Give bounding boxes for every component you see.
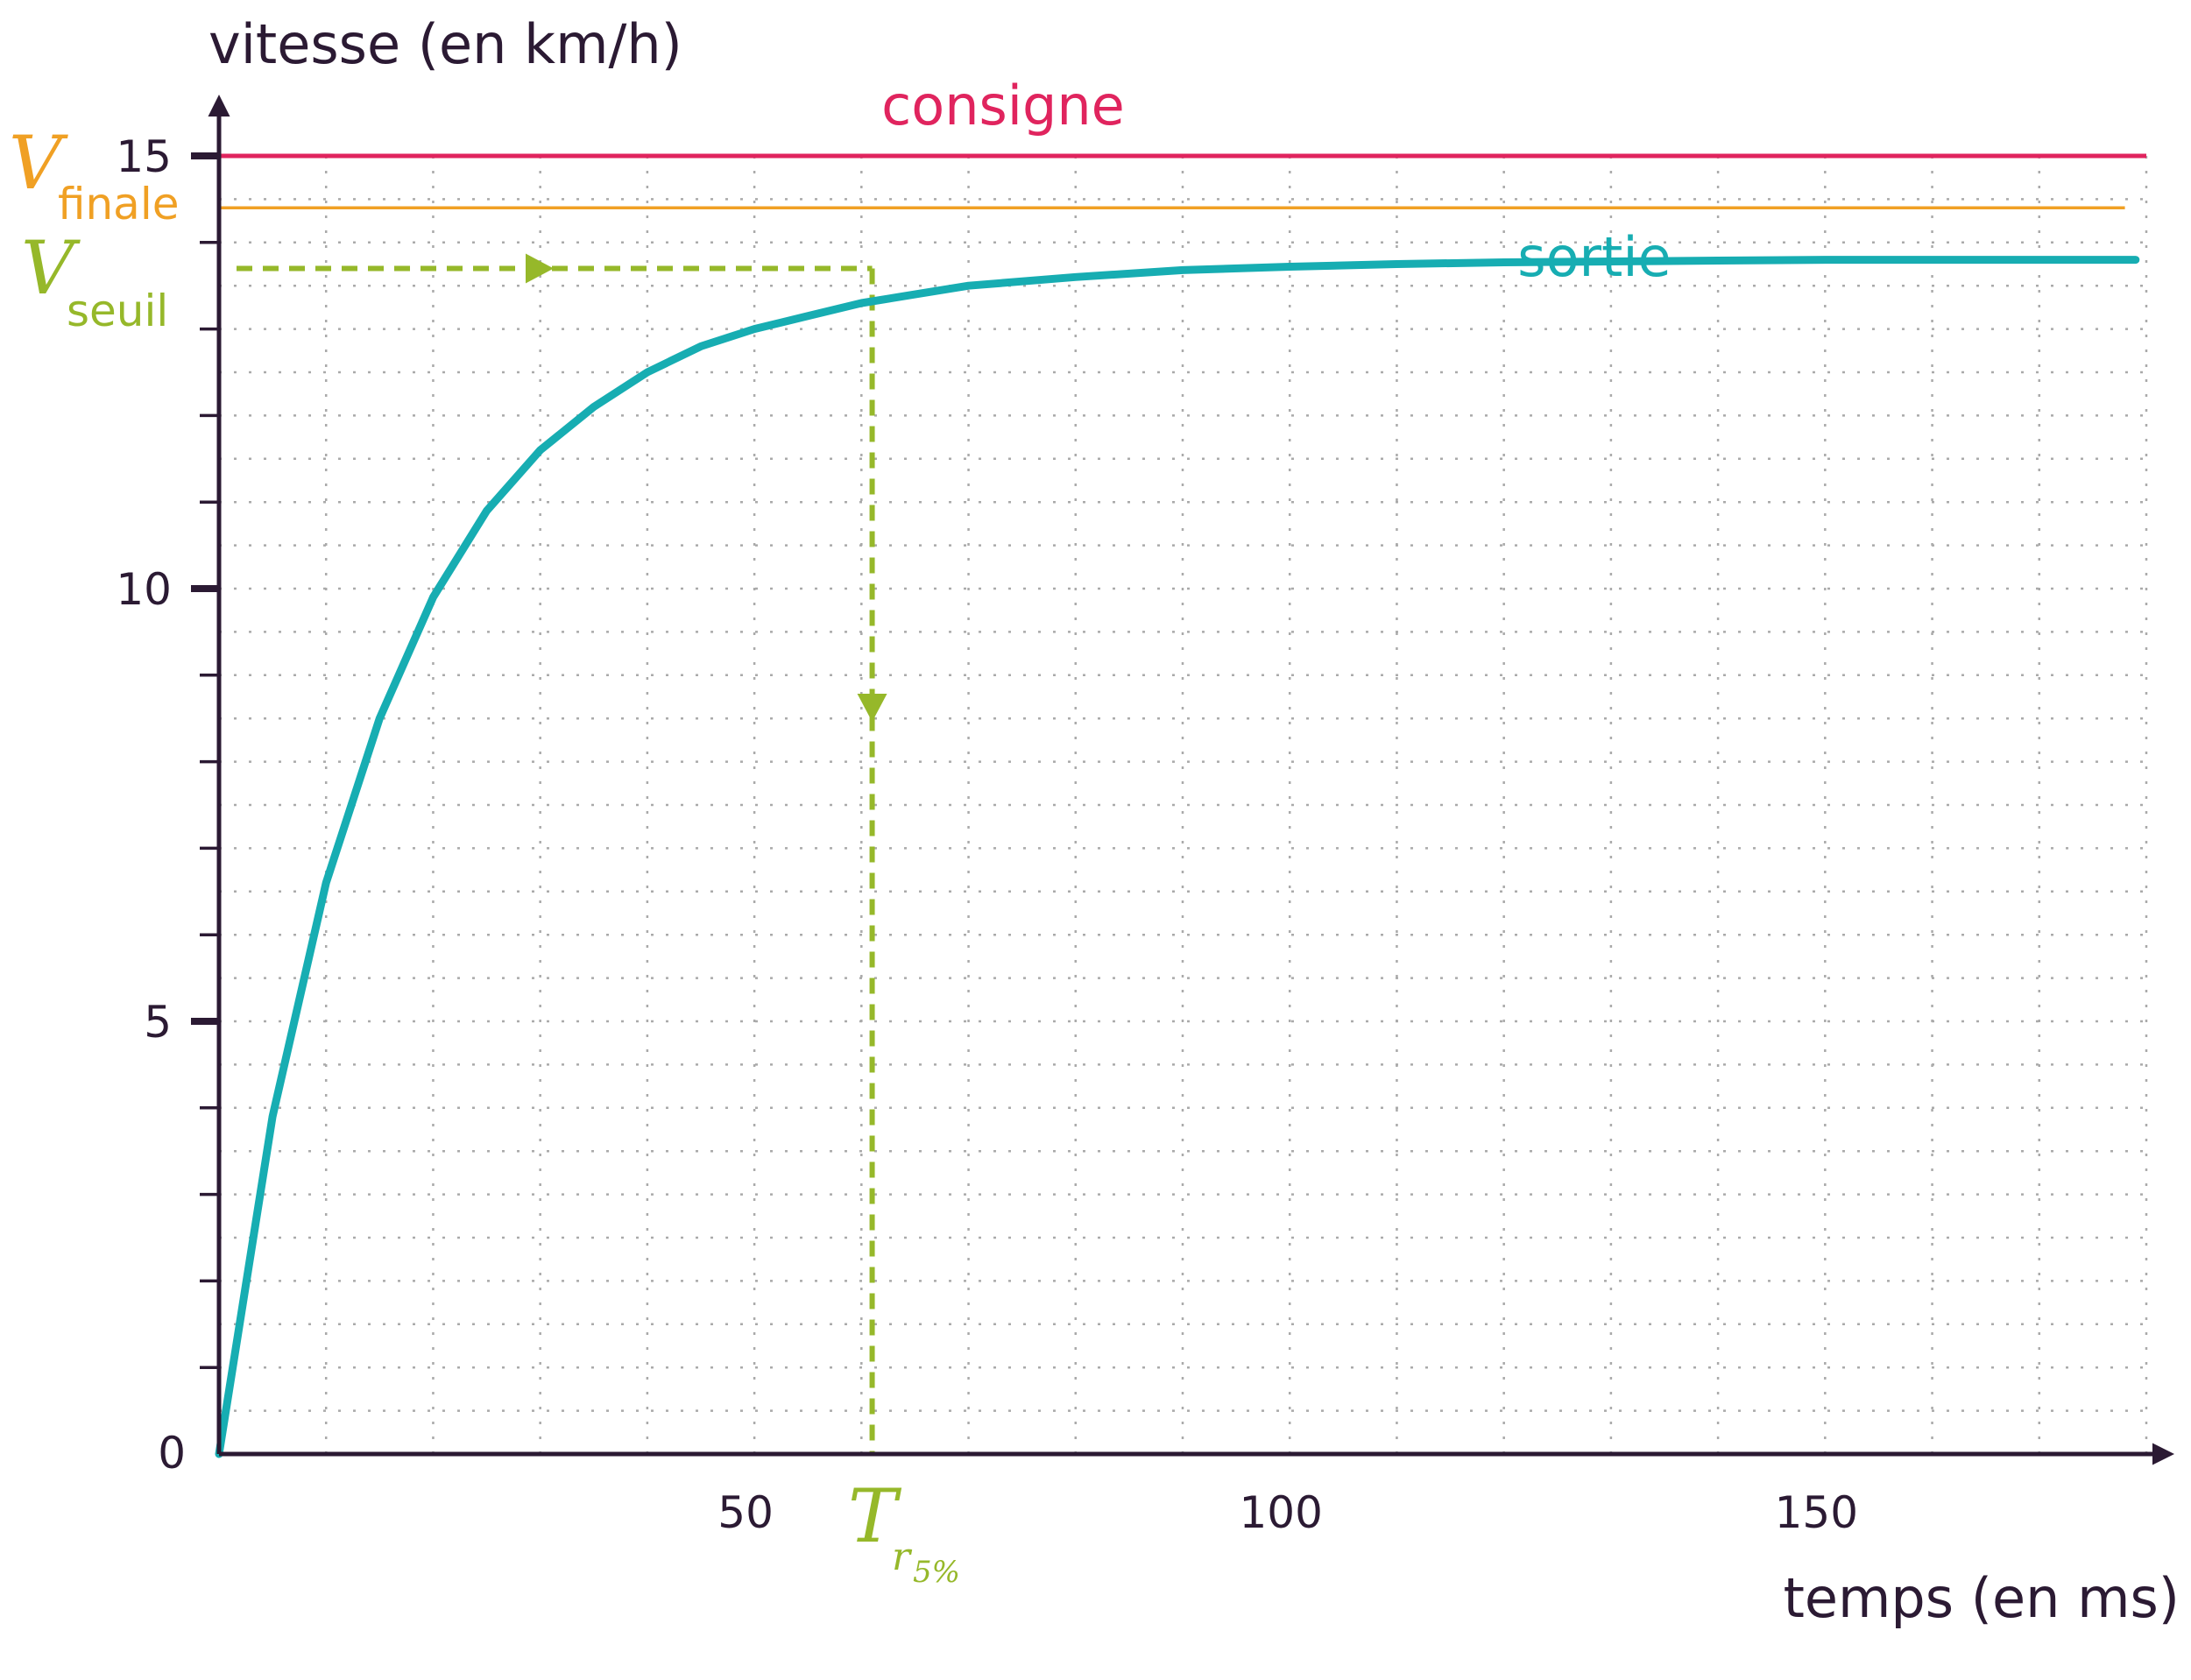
v-finale-label-main: V xyxy=(9,120,68,206)
t-r5-label-sub: r xyxy=(892,1535,913,1579)
v-seuil-label-main: V xyxy=(21,225,81,311)
v-seuil-label-sub: seuil xyxy=(67,286,168,336)
grid xyxy=(219,154,2148,1454)
y-tick-label: 5 xyxy=(144,997,172,1048)
reference-lines xyxy=(219,153,2146,210)
y-tick-label: 15 xyxy=(116,131,172,182)
y-axis-label: vitesse (en km/h) xyxy=(208,12,682,76)
series-label-consigne: consigne xyxy=(881,74,1125,138)
t-r5-arrowhead xyxy=(857,694,887,722)
x-tick-label: 150 xyxy=(1775,1487,1858,1538)
y-tick-label: 0 xyxy=(158,1428,186,1479)
v-finale-label-sub: finale xyxy=(58,179,179,229)
labels: vitesse (en km/h) temps (en ms) consigne… xyxy=(9,12,2180,1630)
t-r5-label-main: T xyxy=(848,1473,902,1559)
sortie-curve xyxy=(215,256,2140,1458)
t-r5-label-subsub: 5% xyxy=(913,1555,960,1590)
x-tick-label: 50 xyxy=(717,1487,774,1538)
ticks: 0 5 10 15 50 100 150 xyxy=(116,131,1858,1538)
series-group xyxy=(215,256,2140,1458)
series-label-sortie: sortie xyxy=(1517,225,1671,289)
v-seuil-arrowhead xyxy=(526,253,554,284)
x-axis-label: temps (en ms) xyxy=(1784,1566,2180,1630)
y-tick-label: 10 xyxy=(116,564,172,615)
axes xyxy=(208,95,2174,1465)
threshold-guides xyxy=(237,253,887,1454)
x-tick-label: 100 xyxy=(1240,1487,1323,1538)
